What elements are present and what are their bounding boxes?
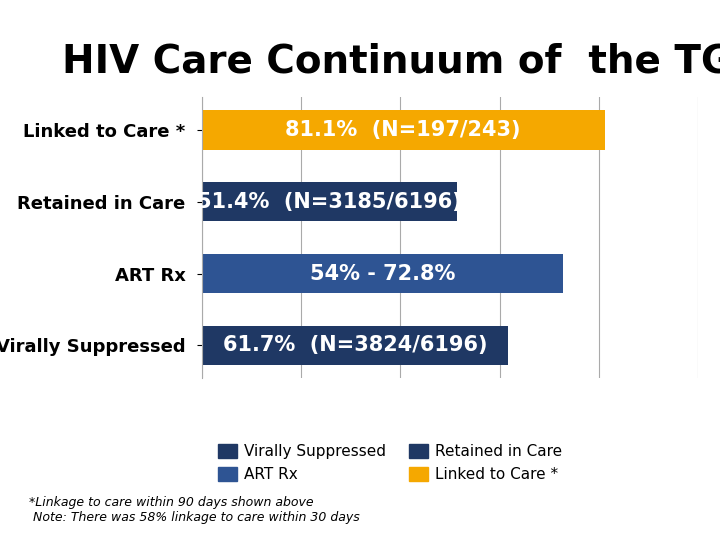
- Legend: Virally Suppressed, ART Rx, Retained in Care, Linked to Care *: Virally Suppressed, ART Rx, Retained in …: [212, 438, 569, 488]
- Bar: [202, 110, 605, 150]
- Text: 54% - 72.8%: 54% - 72.8%: [310, 264, 455, 284]
- Text: HIV Care Continuum of  the TGA: HIV Care Continuum of the TGA: [63, 42, 720, 80]
- Text: 61.7%  (N=3824/6196): 61.7% (N=3824/6196): [222, 335, 487, 355]
- Text: *Linkage to care within 90 days shown above
 Note: There was 58% linkage to care: *Linkage to care within 90 days shown ab…: [29, 496, 359, 524]
- Text: 51.4%  (N=3185/6196): 51.4% (N=3185/6196): [197, 192, 462, 212]
- Bar: [202, 182, 457, 221]
- Bar: [202, 254, 563, 293]
- Text: 81.1%  (N=197/243): 81.1% (N=197/243): [285, 120, 521, 140]
- Bar: [202, 326, 508, 365]
